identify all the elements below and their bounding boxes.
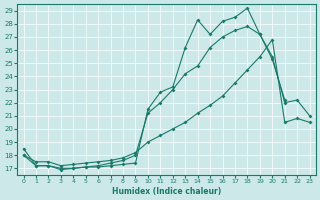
X-axis label: Humidex (Indice chaleur): Humidex (Indice chaleur): [112, 187, 221, 196]
